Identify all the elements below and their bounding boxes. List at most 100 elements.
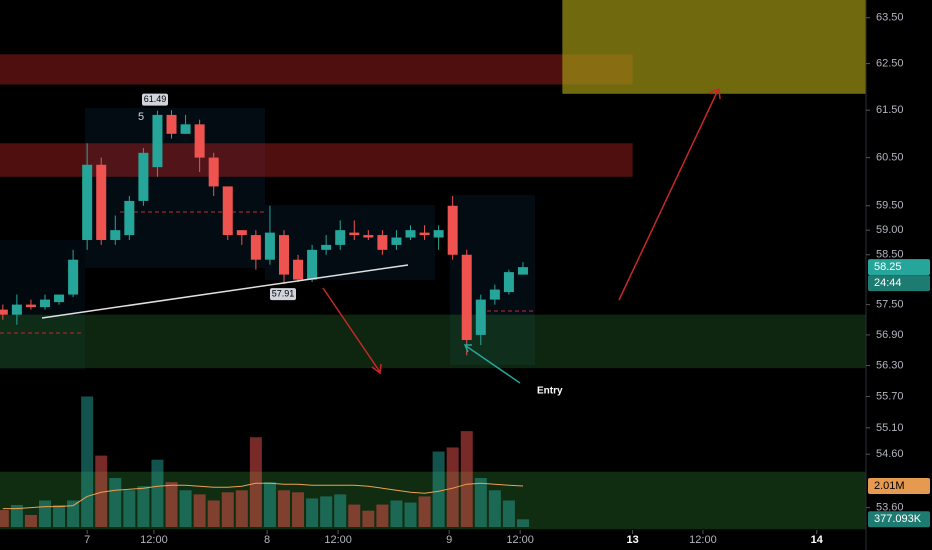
x-tick-label: 7 [84, 534, 90, 546]
x-tick-label: 12:00 [140, 534, 168, 546]
y-tick-label: 61.50 [876, 104, 904, 116]
volume-bar [488, 490, 501, 527]
x-tick-label: 12:00 [324, 534, 352, 546]
candle-body [250, 235, 261, 260]
zone [0, 54, 633, 85]
volume-bar [109, 478, 122, 527]
profile-box [265, 205, 435, 280]
arrow [618, 87, 721, 301]
candle-body [138, 152, 149, 201]
volume-bar [193, 494, 206, 527]
candle-body [363, 235, 374, 238]
candle-body [293, 259, 304, 280]
candle-body [278, 235, 289, 275]
volume-bar [81, 396, 94, 527]
volume-bar [24, 514, 37, 527]
volume-bar [474, 478, 487, 527]
candle-body [124, 200, 135, 236]
candle-body [152, 114, 163, 168]
candle-body [0, 309, 8, 315]
candle-body [82, 164, 93, 240]
candle-body [96, 164, 107, 240]
volume-bar [376, 504, 389, 527]
price-tag: 58.25 [874, 261, 902, 273]
volume-bar [263, 482, 276, 527]
volume-bar [460, 431, 473, 527]
y-tick-label: 54.60 [876, 448, 904, 460]
candle-body [180, 124, 191, 134]
volume-bar [38, 500, 51, 527]
volume-bar [446, 447, 459, 527]
x-tick-label: 9 [446, 534, 452, 546]
volume-bar [249, 437, 262, 527]
arrow [322, 287, 382, 375]
x-tick-label: 13 [627, 534, 639, 546]
y-tick-label: 60.50 [876, 151, 904, 163]
trend-line [41, 264, 409, 319]
candle-body [447, 205, 458, 255]
countdown-bg [868, 275, 930, 292]
candle-body [433, 230, 444, 238]
y-tick-label: 59.50 [876, 200, 904, 212]
candle-body [489, 289, 500, 300]
volume-bar [320, 496, 333, 527]
zone [0, 314, 866, 369]
x-tick-label: 12:00 [689, 534, 717, 546]
y-tick-label: 63.50 [876, 12, 904, 24]
volume-bar [221, 492, 234, 527]
candle-body [307, 249, 318, 280]
candle-body [110, 230, 121, 240]
volume-bar [362, 510, 375, 527]
volume-bar [67, 500, 80, 527]
volume-bar [151, 459, 164, 527]
volume-ma-tag: 2.01M [874, 480, 905, 492]
candle-body [25, 304, 36, 308]
candle-body [461, 254, 472, 341]
candle-body [54, 294, 65, 303]
annotation-bg [270, 288, 296, 301]
candle-body [166, 114, 177, 134]
candle-body [39, 299, 50, 308]
volume-bar [292, 492, 305, 527]
candle-body [517, 267, 528, 275]
volume-ma-tag-bg [868, 478, 930, 495]
volume-bar [95, 455, 108, 527]
volume-bar [10, 504, 23, 527]
countdown: 24:44 [874, 277, 902, 289]
y-tick-label: 55.10 [876, 422, 904, 434]
candle-body [335, 230, 346, 245]
volume-bar [123, 490, 136, 527]
zone [562, 0, 866, 94]
y-tick-label: 62.50 [876, 57, 904, 69]
price-tag-bg [868, 259, 930, 276]
y-tick-label: 53.60 [876, 502, 904, 514]
volume-tag: 377.093K [874, 513, 922, 525]
volume-bar [306, 498, 319, 527]
candle-body [475, 299, 486, 335]
annotation: 61.49 [144, 94, 167, 104]
volume-bar [516, 519, 529, 527]
volume-bar [502, 500, 515, 527]
volume-ma-line [2, 482, 524, 510]
zone [0, 143, 633, 177]
y-tick-label: 58.50 [876, 249, 904, 261]
volume-bar [404, 502, 417, 527]
annotation: Entry [537, 386, 563, 397]
candle-body [377, 235, 388, 250]
y-tick-label: 56.90 [876, 329, 904, 341]
volume-bar [277, 490, 290, 527]
volume-bar [390, 500, 403, 527]
volume-bar [53, 504, 66, 527]
volume-bar [179, 490, 192, 527]
arrow [463, 344, 521, 384]
candle-body [11, 304, 22, 315]
y-tick-label: 56.30 [876, 359, 904, 371]
candle-body [236, 230, 247, 236]
annotation: 5 [138, 111, 144, 123]
y-tick-label: 59.00 [876, 224, 904, 236]
volume-bar [137, 486, 150, 527]
volume-bar [207, 500, 220, 527]
candle-body [419, 232, 430, 236]
volume-bar [432, 451, 445, 527]
